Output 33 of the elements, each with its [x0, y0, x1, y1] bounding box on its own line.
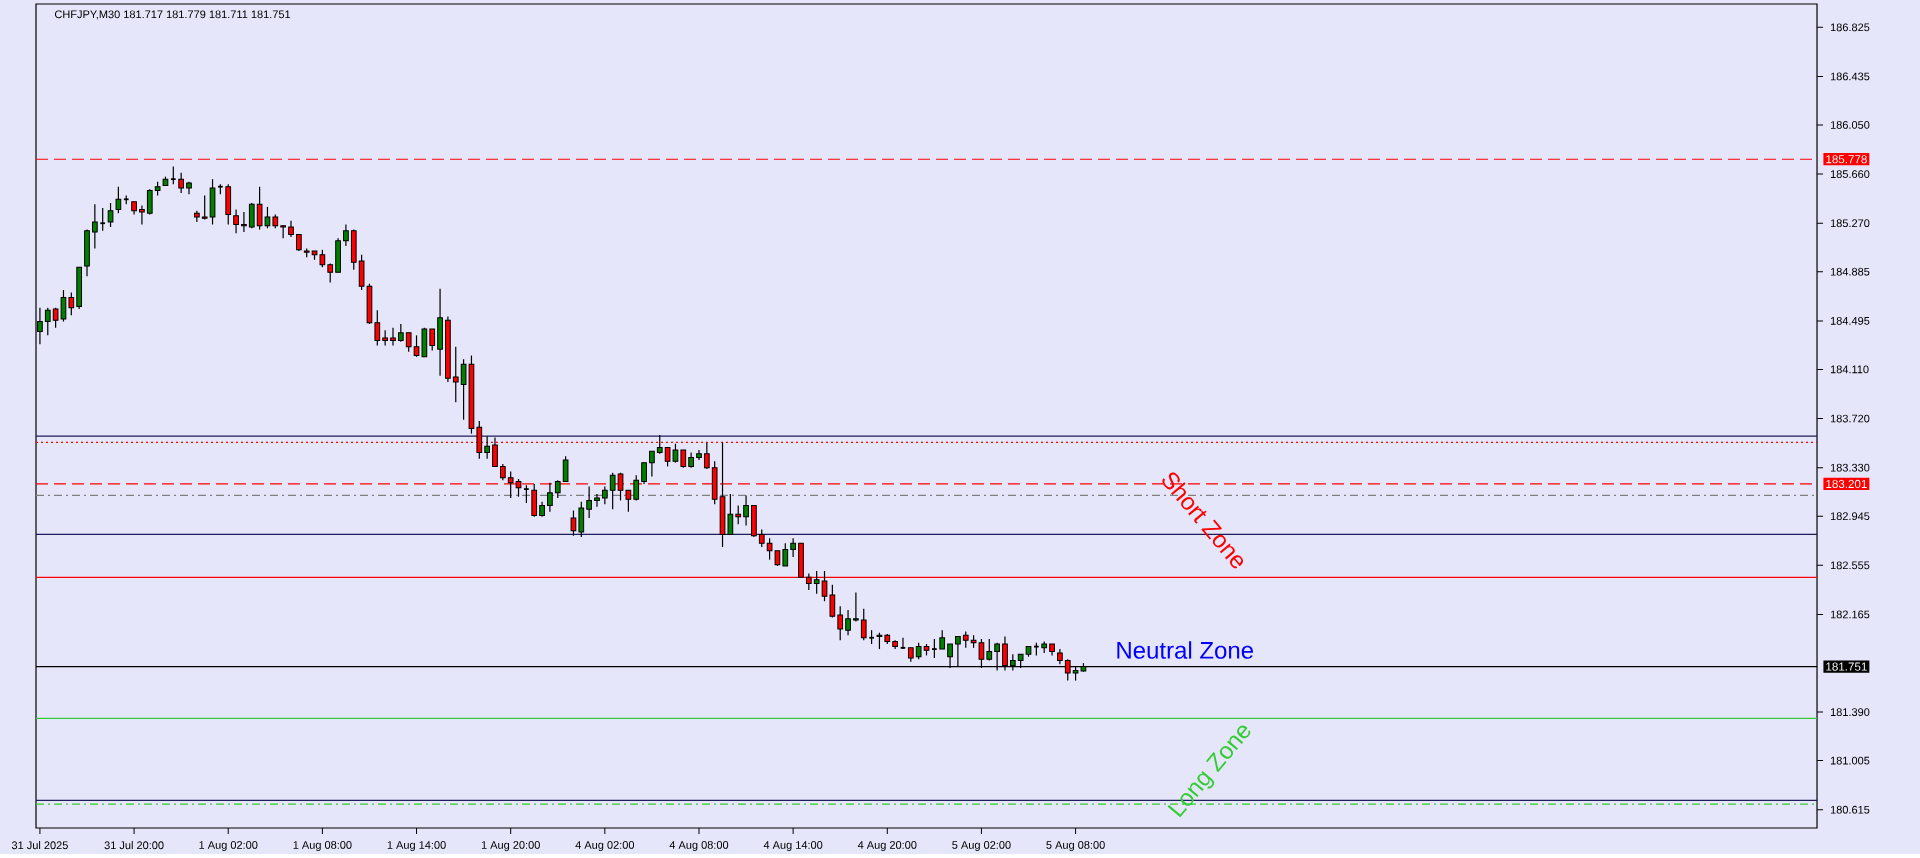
y-tick-label: 184.495 [1830, 317, 1870, 325]
x-tick-label: 1 Aug 08:00 [293, 841, 352, 852]
y-tick-label: 183.330 [1830, 463, 1870, 472]
x-tick-label: 4 Aug 02:00 [575, 841, 635, 852]
annotation: Neutral Zone [1117, 641, 1254, 659]
x-tick-label: 1 Aug 02:00 [199, 841, 258, 852]
x-tick-label: 4 Aug 20:00 [857, 841, 917, 852]
chart-title: CHFJPY,M30 181.717 181.779 181.711 181.751 [54, 10, 291, 20]
x-tick-label: 5 Aug 02:00 [952, 841, 1011, 852]
y-tick-label: 186.825 [1830, 23, 1870, 32]
y-tick-label: 182.165 [1830, 610, 1870, 619]
y-tick-label: 185.660 [1830, 170, 1870, 179]
ref-line-label: 181.751 [1826, 662, 1867, 671]
x-tick-label: 5 Aug 08:00 [1046, 841, 1105, 852]
ref-line-label: 183.201 [1826, 479, 1867, 489]
x-tick-label: 31 Jul 20:00 [104, 841, 164, 850]
x-tick-label: 4 Aug 08:00 [669, 841, 729, 852]
y-tick-label: 183.720 [1830, 414, 1870, 423]
x-tick-label: 1 Aug 20:00 [481, 841, 540, 852]
y-tick-label: 180.615 [1830, 805, 1870, 814]
y-tick-label: 182.945 [1830, 512, 1870, 521]
x-tick-label: 1 Aug 14:00 [387, 841, 446, 852]
y-tick-label: 185.270 [1830, 219, 1870, 228]
x-tick-label: 31 Jul 2025 [11, 841, 68, 850]
y-tick-label: 186.050 [1830, 121, 1870, 129]
y-tick-label: 184.885 [1830, 267, 1870, 276]
ref-line-label: 185.778 [1826, 155, 1867, 164]
y-tick-label: 181.005 [1830, 756, 1870, 765]
y-tick-label: 182.555 [1830, 561, 1870, 570]
y-tick-label: 181.390 [1830, 708, 1870, 717]
y-tick-label: 186.435 [1830, 72, 1870, 81]
x-tick-label: 4 Aug 14:00 [763, 841, 823, 852]
y-tick-label: 184.110 [1830, 365, 1869, 374]
